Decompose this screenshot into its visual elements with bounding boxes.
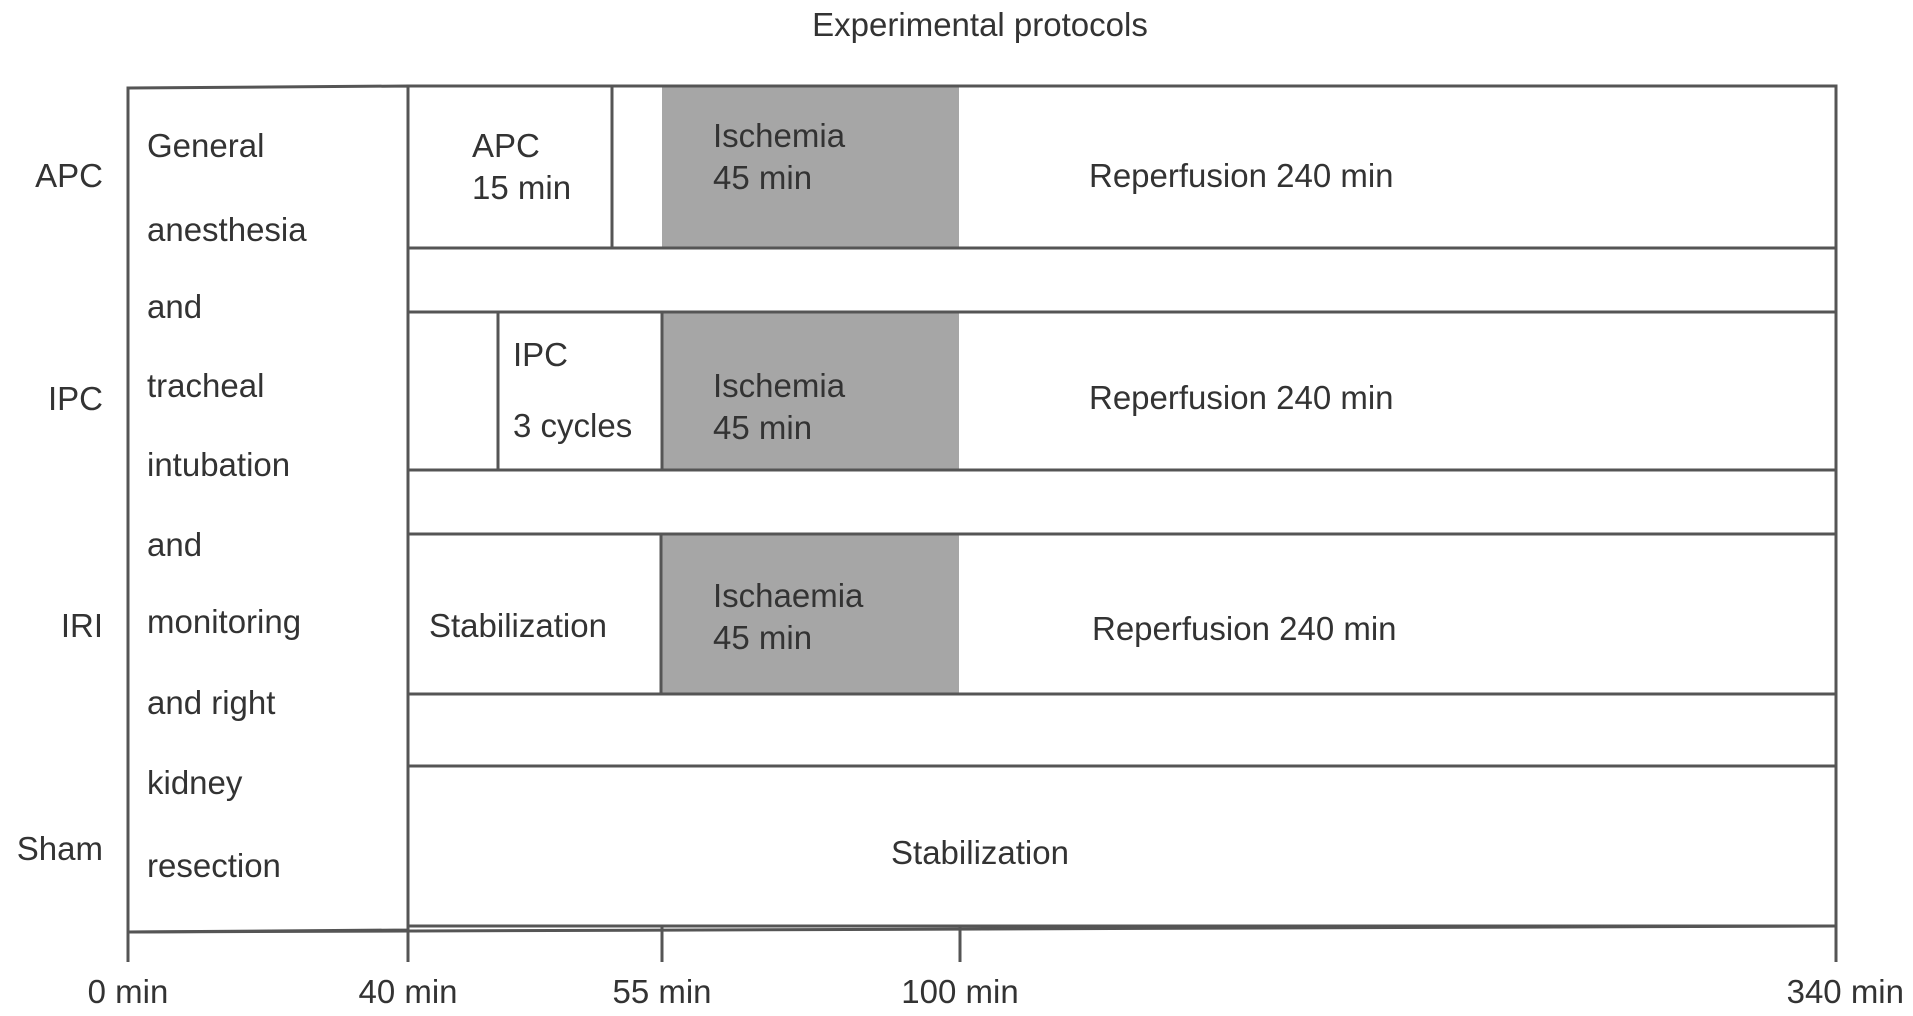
group-label-sham: Sham	[17, 830, 103, 867]
timeline-tick-label: 40 min	[358, 973, 457, 1010]
sham-stabilization-label: Stabilization	[891, 834, 1069, 871]
apc-reperfusion-label: Reperfusion 240 min	[1089, 157, 1394, 194]
common-phase-line: General	[147, 127, 264, 164]
apc-precondition-duration: 15 min	[472, 169, 571, 206]
ipc-ischemia-block	[662, 312, 959, 470]
common-phase-line: kidney	[147, 764, 243, 801]
common-phase-line: tracheal	[147, 367, 264, 404]
row-spacer	[406, 246, 1838, 314]
iri-stabilization-label: Stabilization	[429, 607, 607, 644]
apc-ischemia-block	[662, 86, 959, 248]
ipc-reperfusion-label: Reperfusion 240 min	[1089, 379, 1394, 416]
ipc-ischemia-label: Ischemia	[713, 367, 846, 404]
apc-ischemia-label: Ischemia	[713, 117, 846, 154]
common-phase-text: General anesthesia and tracheal intubati…	[147, 127, 307, 884]
group-label-apc: APC	[35, 157, 103, 194]
common-phase-line: anesthesia	[147, 211, 307, 248]
timeline-tick-label: 55 min	[612, 973, 711, 1010]
apc-ischemia-duration: 45 min	[713, 159, 812, 196]
timeline-tick-label: 100 min	[901, 973, 1018, 1010]
common-phase-line: and	[147, 288, 202, 325]
timeline-tick-label: 0 min	[88, 973, 169, 1010]
diagram-title: Experimental protocols	[812, 6, 1148, 43]
timeline-tick-label: 340 min	[1787, 973, 1904, 1010]
ipc-row: IPC 3 cycles Ischemia 45 min Reperfusion…	[406, 310, 1838, 472]
group-label-iri: IRI	[61, 607, 103, 644]
iri-ischemia-block	[661, 534, 959, 694]
ipc-precondition-cycles: 3 cycles	[513, 407, 632, 444]
row-spacer	[406, 468, 1838, 536]
sham-row: Stabilization	[406, 764, 1838, 928]
iri-row: Stabilization Ischaemia 45 min Reperfusi…	[406, 532, 1838, 696]
common-phase-line: monitoring	[147, 603, 301, 640]
iri-ischemia-label: Ischaemia	[713, 577, 864, 614]
common-phase-line: intubation	[147, 446, 290, 483]
sham-row-frame	[406, 764, 1838, 928]
common-phase-line: resection	[147, 847, 281, 884]
apc-precondition-label: APC	[472, 127, 540, 164]
apc-row: APC 15 min Ischemia 45 min Reperfusion 2…	[406, 84, 1838, 250]
timeline-axis: 0 min 40 min 55 min 100 min 340 min	[88, 924, 1904, 1010]
common-phase-line: and right	[147, 684, 275, 721]
iri-ischemia-duration: 45 min	[713, 619, 812, 656]
ipc-precondition-label: IPC	[513, 336, 568, 373]
group-labels: APC IPC IRI Sham	[17, 157, 103, 867]
group-label-ipc: IPC	[48, 380, 103, 417]
ipc-ischemia-duration: 45 min	[713, 409, 812, 446]
iri-reperfusion-label: Reperfusion 240 min	[1092, 610, 1397, 647]
row-spacer	[406, 692, 1838, 768]
common-phase-line: and	[147, 526, 202, 563]
